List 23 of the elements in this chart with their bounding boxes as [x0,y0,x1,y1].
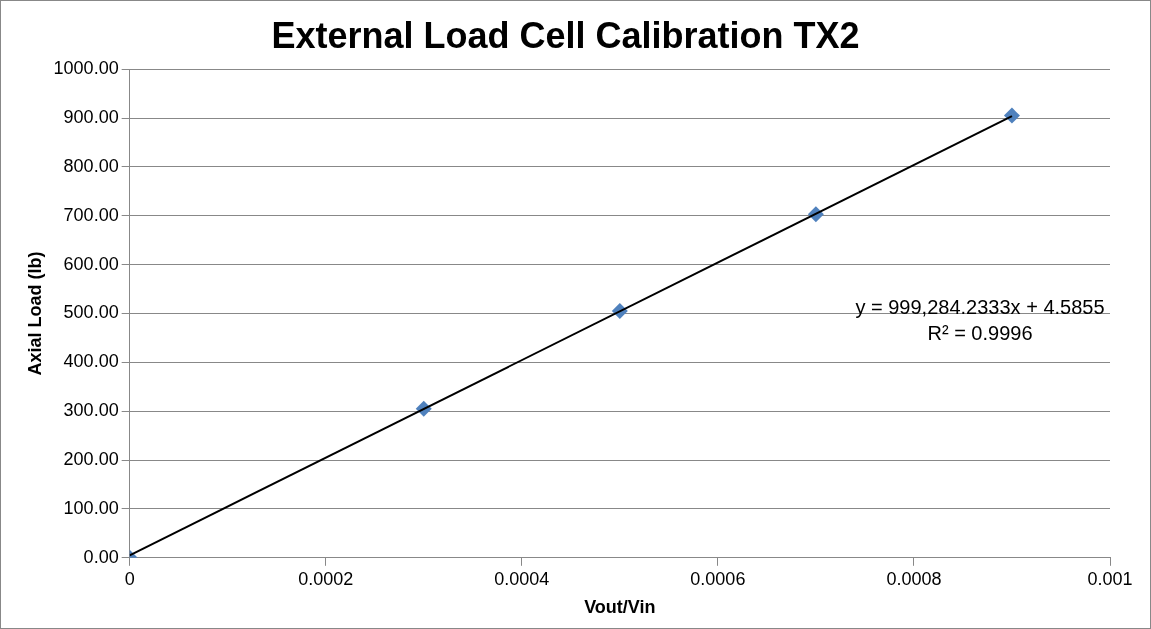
x-tick-label: 0.0006 [690,568,746,589]
y-tick-label: 400.00 [63,351,119,372]
y-tick-label: 800.00 [63,155,119,176]
x-tick-label: 0 [124,568,135,589]
x-tick-label: 0.001 [1087,568,1133,589]
y-tick-label: 500.00 [63,302,119,323]
annotation: y = 999,284.2333x + 4.5855 [855,296,1105,319]
x-tick-label: 0.0004 [494,568,550,589]
point [1003,107,1020,124]
x-tick-label: 0.0008 [886,568,942,589]
y-axis-title: Axial Load (lb) [24,251,45,376]
y-tick-label: 200.00 [63,449,119,470]
x-tick-label: 0.0002 [298,568,354,589]
y-tick-label: 700.00 [63,204,119,225]
y-tick-label: 600.00 [63,253,119,274]
annotation: R² = 0.9996 [927,322,1033,345]
y-tick-label: 0.00 [83,546,119,567]
y-tick-label: 100.00 [63,497,119,518]
y-tick-label: 1000.00 [53,58,119,79]
x-axis-title: Vout/Vin [584,597,656,618]
y-tick-label: 300.00 [63,400,119,421]
chart-title: External Load Cell Calibration TX2 [271,14,860,56]
y-tick-label: 900.00 [63,107,119,128]
